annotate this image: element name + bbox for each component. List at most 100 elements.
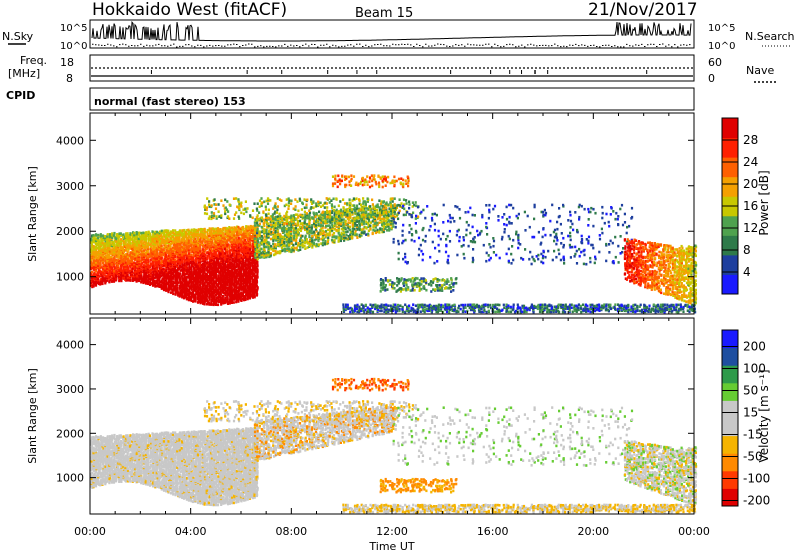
power-cell	[284, 244, 287, 248]
power-cell	[113, 279, 116, 282]
power-cell	[203, 266, 206, 270]
power-cell	[150, 242, 153, 245]
power-cell	[348, 225, 352, 229]
power-cell	[113, 231, 116, 235]
power-cell	[224, 273, 227, 277]
power-cell	[95, 273, 98, 276]
power-cell	[238, 275, 241, 279]
power-cell	[185, 270, 189, 273]
power-cell	[99, 256, 103, 259]
power-cell	[320, 213, 323, 216]
power-cell	[172, 292, 175, 296]
power-cell	[333, 239, 336, 242]
power-cell	[198, 263, 201, 266]
power-cell	[260, 255, 263, 259]
power-cell	[335, 225, 338, 228]
power-cell	[220, 270, 223, 273]
power-cell	[360, 228, 363, 231]
power-cell	[174, 260, 178, 263]
power-cell	[104, 259, 107, 263]
power-cell	[301, 241, 304, 245]
power-cell	[353, 219, 356, 223]
power-cell	[216, 303, 220, 307]
power-cell	[91, 234, 94, 237]
power-cell	[167, 261, 170, 264]
power-cell	[260, 251, 263, 255]
power-cell	[176, 235, 179, 238]
power-cell	[90, 258, 93, 262]
power-cell	[178, 238, 181, 241]
power-cell	[304, 247, 307, 250]
power-cell	[237, 236, 240, 240]
power-cell	[210, 270, 213, 273]
power-cell	[194, 260, 197, 264]
power-cell	[158, 280, 161, 284]
power-cell	[340, 211, 343, 215]
power-cell	[92, 245, 95, 248]
power-cell	[100, 278, 103, 281]
power-cell	[317, 239, 320, 243]
power-cell	[231, 244, 234, 248]
power-cell	[321, 226, 324, 229]
power-cell	[340, 227, 344, 231]
power-cell	[170, 276, 173, 280]
power-cell	[340, 237, 343, 241]
power-cell	[151, 230, 154, 233]
power-cell	[185, 254, 189, 258]
power-cell	[322, 220, 325, 224]
power-cell	[256, 240, 259, 244]
power-cell	[122, 235, 125, 238]
power-cell	[308, 233, 311, 237]
power-cell	[111, 240, 114, 244]
power-cell	[158, 272, 161, 276]
power-cell	[237, 299, 240, 302]
power-cell	[160, 259, 163, 263]
power-cell	[219, 271, 222, 274]
power-cell	[362, 210, 365, 214]
power-cell	[202, 239, 205, 242]
power-cell	[148, 280, 152, 283]
power-cell	[193, 235, 196, 239]
power-cell	[321, 229, 324, 233]
power-cell	[213, 241, 216, 245]
power-cell	[138, 235, 141, 238]
power-cell	[187, 228, 190, 232]
power-cell	[203, 274, 207, 278]
power-cell	[290, 214, 293, 218]
power-cell	[251, 258, 254, 261]
power-cell	[235, 300, 238, 304]
power-cell	[297, 244, 300, 247]
power-cell	[290, 241, 293, 244]
power-cell	[127, 237, 130, 240]
power-cell	[326, 220, 329, 223]
power-cell	[208, 243, 211, 246]
power-cell	[199, 237, 202, 240]
power-cell	[114, 258, 118, 262]
power-cell	[348, 228, 351, 232]
power-cell	[142, 231, 145, 235]
power-cell	[190, 274, 194, 278]
power-cell	[226, 239, 229, 243]
power-cell	[308, 217, 311, 221]
power-cell	[301, 234, 304, 238]
power-cell	[251, 277, 254, 280]
power-cell	[224, 254, 227, 258]
power-cell	[335, 208, 338, 212]
power-cell	[251, 268, 254, 271]
power-cell	[344, 230, 348, 234]
power-cell	[218, 293, 221, 297]
power-cell	[328, 232, 331, 235]
power-cell	[348, 212, 352, 215]
noise-tick-right-top: 10^5	[708, 23, 735, 34]
power-cell	[169, 254, 172, 257]
power-cell	[247, 269, 250, 273]
power-cell	[225, 227, 229, 230]
power-cell	[231, 295, 234, 299]
power-cell	[221, 251, 224, 254]
power-cell	[296, 231, 300, 234]
power-cell	[183, 279, 186, 282]
power-cell	[106, 259, 109, 263]
power-cell	[226, 286, 229, 290]
nave-tick-top: 60	[708, 56, 722, 69]
power-cell	[149, 247, 152, 250]
